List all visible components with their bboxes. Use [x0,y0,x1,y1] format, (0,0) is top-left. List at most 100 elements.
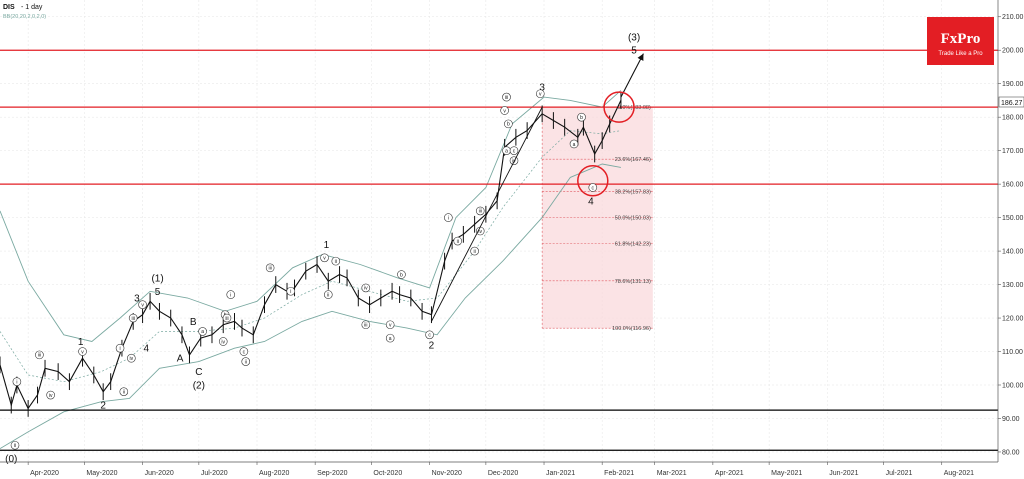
wave-label-circle [241,357,251,366]
x-tick-label: Jul-2021 [886,470,913,477]
wave-label-circle [138,300,147,309]
wave-label-minor: iv [364,286,368,292]
wave-label-minor: v [81,349,84,355]
wave-label-major: (1) [151,273,163,284]
fib-level-label: 61.8%(142.23) [615,242,651,248]
wave-label-minor: iii [364,323,367,329]
wave-label-circle [265,263,275,273]
wave-label-minor: ii [14,443,16,449]
wave-label-circle [509,146,519,155]
x-tick-label: Aug-2020 [259,470,289,477]
wave-label-minor: iii [505,95,508,101]
wave-label-circle [286,286,296,296]
x-tick-label: Aug-2021 [944,470,974,477]
wave-label-minor: a [505,148,508,154]
wave-3-trend-line [431,106,543,322]
price-tag: 186.27 [998,96,1024,108]
wave-label-circle [115,343,125,353]
wave-label-circle [46,390,55,400]
wave-label-minor: iii [268,266,271,272]
wave-label-circle [128,313,138,323]
wave-label-major: 4 [588,196,594,207]
wave-label-circle [127,353,136,363]
wave-labels: (0)1234(1)5ABC(2)1234(3)5iiiiiiivviiiiii… [5,32,640,465]
wave-label-major: 5 [631,46,637,57]
wave-label-minor: c [428,333,431,339]
wave-label-minor: b [507,122,510,128]
wave-label-circle [500,106,509,115]
timeframe-label: - 1 day [21,4,43,11]
y-tick-label: 130.00 [1002,282,1024,289]
wave-label-circle [502,92,511,102]
wave-label-minor: i [290,289,291,295]
x-tick-label: May-2020 [86,470,117,477]
wave-label-minor: v [503,108,506,114]
indicator-label: BB(20,20,2,0,2,0) [3,14,46,20]
wave-label-circle [12,377,22,386]
support-highlight-circle [577,165,609,197]
wave-label-circle [222,313,232,323]
wave-label-minor: a [201,329,204,335]
grid [0,0,998,462]
wave-label-major: (2) [193,381,205,392]
x-tick-label: Oct-2020 [373,470,402,477]
wave-label-major: 1 [78,337,84,348]
wave-label-circle [218,337,228,346]
wave-label-minor: a [573,142,576,148]
wave-label-major: 5 [155,287,161,298]
fib-level-label: 50.0%(150.03) [615,216,651,222]
bollinger-lower-line [0,163,621,449]
wave-label-circle [470,246,479,256]
fib-level-label: 100.0%(116.96) [612,326,651,332]
wave-label-minor: i [448,215,449,221]
wave-label-minor: b [580,115,583,121]
y-tick-label: 120.00 [1002,316,1024,323]
wave-label-circle [78,347,87,356]
x-tick-label: Jul-2020 [201,470,228,477]
wave-label-major: (3) [628,32,640,43]
y-tick-label: 190.00 [1002,81,1024,88]
wave-label-circle [475,206,485,216]
wave-label-minor: ii [327,292,329,298]
wave-label-major: C [195,367,202,378]
x-tick-label: Nov-2020 [432,470,462,477]
price-tag-value: 186.27 [1001,100,1023,107]
wave-label-circle [504,119,513,129]
wave-label-circle [320,253,329,263]
wave-label-circle [198,327,207,336]
wave-label-circle [35,350,44,360]
breakout-highlight-circle [603,91,635,123]
wave-label-minor: i [230,292,231,298]
wave-label-circle [535,89,545,99]
wave-label-minor: ii [123,389,125,395]
y-tick-label: 140.00 [1002,249,1024,256]
wave-label-circle [361,283,371,293]
wave-label-circle [10,440,20,450]
wave-label-minor: a [389,336,392,342]
wave-label-major: 3 [539,83,545,94]
wave-label-major: (0) [5,454,17,465]
brand-tagline: Trade Like a Pro [938,51,983,57]
x-tick-label: Apr-2020 [30,470,59,477]
fib-level-label: 23.6%(167.46) [615,157,651,163]
wave-label-minor: ii [457,239,459,245]
y-tick-label: 90.00 [1002,416,1020,423]
wave-label-minor: iii [225,316,228,322]
x-tick-label: Jun-2020 [145,470,174,477]
plot-background [0,0,998,462]
wave-label-circle [323,290,333,299]
wave-label-minor: c [243,349,246,355]
wave-label-minor: iii [38,353,41,359]
wave-label-minor: iii [479,209,482,215]
wave-label-major: A [177,354,184,365]
wave-label-minor: iii [132,316,135,322]
price-tag-box [998,96,1024,108]
wave-label-minor: v [539,92,542,98]
wave-label-minor: i [119,346,120,352]
x-tick-label: Dec-2020 [488,470,518,477]
projection-arrow [620,53,644,98]
wave-label-minor: c [513,148,516,154]
annotations [431,53,644,322]
x-tick-label: Sep-2020 [317,470,347,477]
